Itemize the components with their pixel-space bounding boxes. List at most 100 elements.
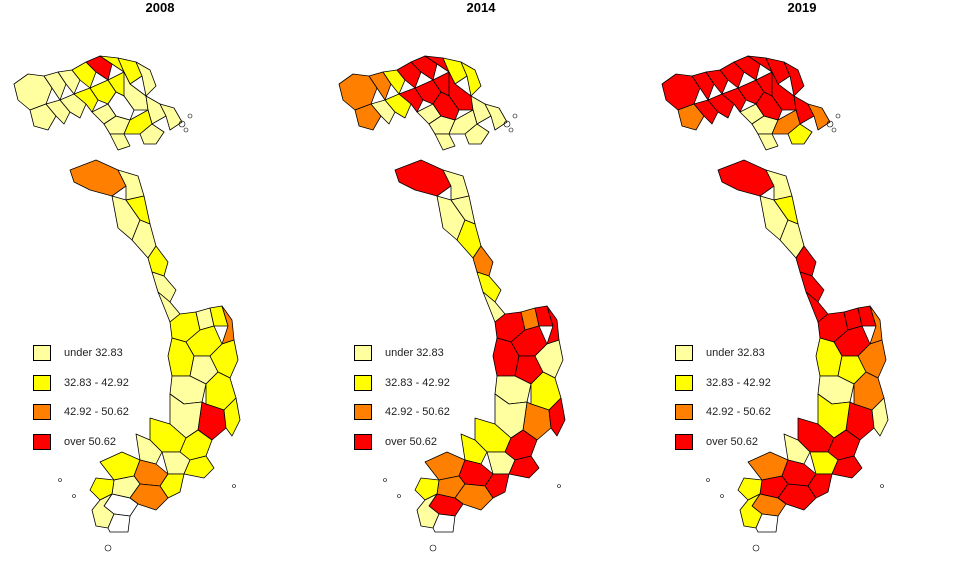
island-marker [512, 113, 518, 119]
province [472, 245, 494, 277]
province [368, 71, 392, 101]
province [693, 99, 719, 125]
island-marker [503, 120, 511, 128]
province [145, 95, 167, 125]
province [384, 93, 412, 119]
province [783, 61, 805, 97]
island-marker [752, 544, 760, 552]
legend-label: 32.83 - 42.92 [64, 376, 129, 389]
island-marker [72, 494, 76, 498]
province [705, 69, 729, 95]
province-map [338, 55, 566, 552]
province [410, 55, 438, 81]
province [394, 159, 452, 197]
province [370, 99, 396, 125]
province [354, 103, 382, 131]
province [779, 219, 805, 259]
province [795, 245, 817, 277]
province [159, 103, 183, 131]
province [69, 159, 127, 197]
province [661, 73, 701, 111]
island-marker [826, 120, 834, 128]
province [733, 55, 761, 81]
province [783, 433, 811, 465]
province [707, 93, 735, 119]
island-marker [706, 478, 710, 482]
province [548, 397, 566, 437]
legend-label: under 32.83 [706, 347, 765, 359]
province [29, 103, 57, 131]
map-panel-2014: 2014 under 32.83 32.83 - 42.92 42.92 - 5… [321, 0, 641, 570]
province [396, 61, 422, 89]
province [434, 133, 456, 151]
province [382, 69, 406, 95]
province [442, 57, 468, 85]
province [807, 103, 831, 131]
province [151, 271, 177, 303]
province [85, 55, 113, 81]
province [398, 87, 424, 113]
map-panel-2008: 2008 under 32.83 32.83 - 42.92 42.92 - 5… [0, 0, 320, 570]
province [13, 73, 53, 111]
province [183, 455, 215, 479]
province [755, 513, 779, 533]
province [109, 133, 131, 151]
province [139, 123, 165, 145]
province [135, 433, 163, 465]
province [43, 71, 67, 101]
province [45, 99, 71, 125]
province [147, 245, 169, 277]
island-marker [557, 484, 561, 488]
province [456, 219, 482, 259]
province [799, 271, 825, 303]
province [787, 123, 813, 145]
island-marker [508, 127, 514, 133]
island-marker [58, 478, 62, 482]
island-marker [831, 127, 837, 133]
legend-swatch [354, 433, 372, 450]
province [757, 133, 779, 151]
legend-swatch [33, 345, 51, 361]
island-marker [183, 127, 189, 133]
province [677, 103, 705, 131]
province [131, 219, 157, 259]
legend-swatch [675, 404, 693, 420]
legend-label: over 50.62 [64, 435, 116, 448]
province [135, 61, 157, 97]
province-map [13, 55, 241, 552]
legend-swatch [354, 345, 372, 361]
island-marker [835, 113, 841, 119]
province [765, 57, 791, 85]
panel-title: 2008 [145, 0, 175, 15]
island-marker [397, 494, 401, 498]
island-marker [178, 120, 186, 128]
legend-swatch [675, 433, 693, 450]
map-panel-2019: 2019 under 32.83 32.83 - 42.92 42.92 - 5… [642, 0, 962, 570]
province [57, 69, 81, 95]
province [223, 397, 241, 437]
legend-swatch [33, 374, 51, 391]
island-marker [187, 113, 193, 119]
province [460, 433, 488, 465]
panel-title: 2014 [466, 0, 496, 15]
province [464, 123, 490, 145]
province [73, 87, 99, 113]
province [719, 61, 745, 89]
island-marker [720, 494, 724, 498]
legend-label: under 32.83 [64, 347, 123, 359]
island-marker [104, 544, 112, 552]
legend-label: 42.92 - 50.62 [706, 406, 771, 418]
legend-swatch [33, 433, 51, 450]
legend-label: 32.83 - 42.92 [706, 376, 771, 389]
province [470, 95, 492, 125]
province [831, 455, 863, 479]
legend-swatch [354, 404, 372, 420]
province [59, 93, 87, 119]
province [117, 57, 143, 85]
island-marker [383, 478, 387, 482]
legend-swatch [675, 374, 693, 391]
island-marker [429, 544, 437, 552]
province [338, 73, 378, 111]
province [508, 455, 540, 479]
province [793, 95, 815, 125]
